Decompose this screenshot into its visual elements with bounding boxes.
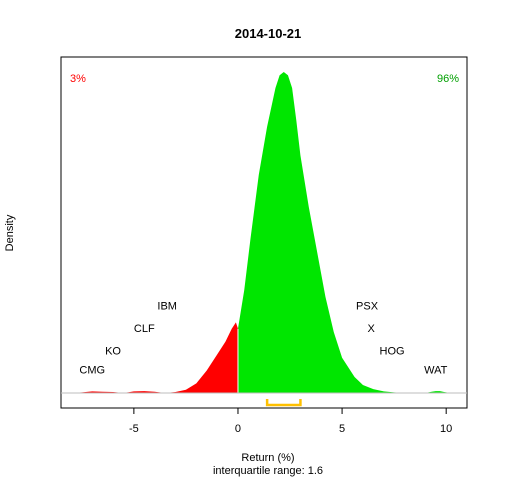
y-axis-label: Density: [4, 214, 16, 251]
x-axis: -5 0 5 10: [129, 407, 452, 435]
positive-density-area: [237, 72, 457, 393]
ticker-label-ibm: IBM: [157, 301, 177, 313]
ticker-label-wat: WAT: [424, 365, 447, 377]
iqr-bracket: [265, 399, 302, 407]
ticker-label-ko: KO: [105, 345, 121, 357]
x-tick-label: 0: [235, 423, 241, 435]
ticker-label-hog: HOG: [380, 345, 405, 357]
x-tick-label: 5: [339, 423, 345, 435]
x-tick-label: 10: [440, 423, 452, 435]
chart-title: 2014-10-21: [235, 26, 302, 41]
ticker-label-clf: CLF: [134, 323, 155, 335]
negative-share-label: 3%: [70, 73, 86, 85]
x-axis-label: Return (%): [241, 452, 294, 464]
x-axis-subtitle: interquartile range: 1.6: [213, 465, 323, 477]
density-area: [61, 72, 467, 407]
ticker-label-psx: PSX: [356, 301, 379, 313]
x-tick-label: -5: [129, 423, 139, 435]
positive-share-label: 96%: [437, 73, 459, 85]
ticker-label-cmg: CMG: [79, 365, 105, 377]
negative-density-area: [71, 322, 238, 393]
ticker-label-x: X: [368, 323, 376, 335]
